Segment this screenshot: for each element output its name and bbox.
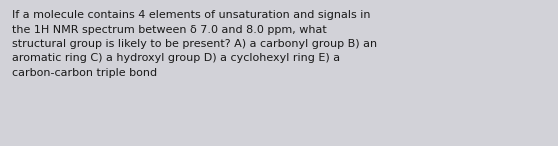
- Text: If a molecule contains 4 elements of unsaturation and signals in
the 1H NMR spec: If a molecule contains 4 elements of uns…: [12, 10, 377, 78]
